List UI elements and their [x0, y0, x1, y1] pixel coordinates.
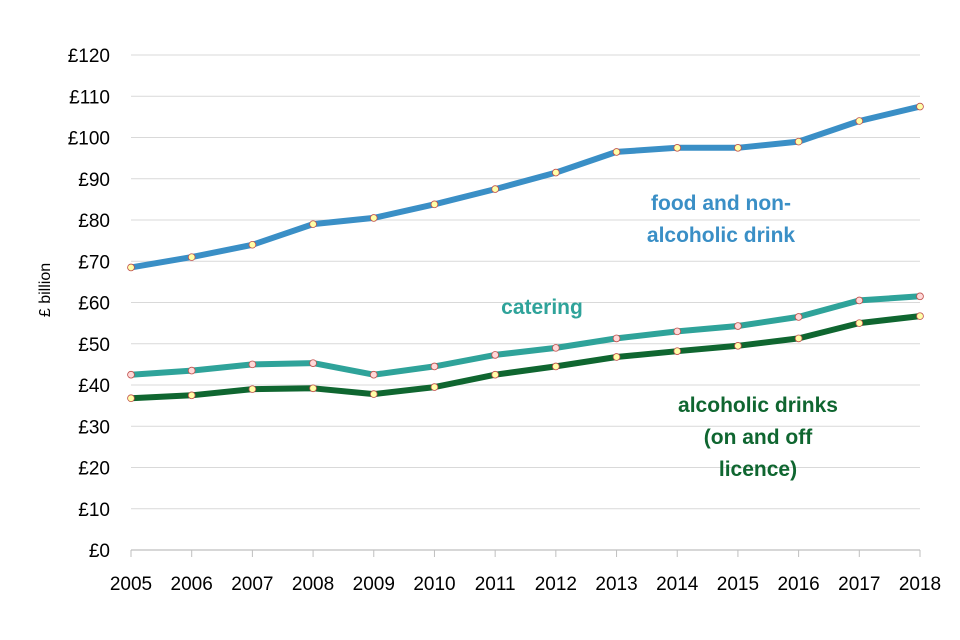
x-tick-label: 2014 [656, 574, 699, 595]
series-1 [127, 102, 924, 272]
series-label: food and non-alcoholic drink [647, 192, 796, 247]
series-label-line: licence) [719, 458, 797, 481]
x-tick-label: 2010 [413, 574, 455, 595]
series-label-line: food and non- [651, 192, 791, 215]
y-tick-label: £30 [78, 417, 110, 438]
x-tick-label: 2011 [475, 574, 516, 595]
y-tick-label: £90 [78, 170, 110, 191]
x-tick-label: 2017 [838, 574, 880, 595]
series-label-line: alcoholic drink [647, 224, 796, 247]
data-point [369, 390, 378, 398]
y-tick-label: £80 [78, 211, 110, 232]
x-tick-label: 2005 [110, 574, 152, 595]
x-tick-label: 2015 [717, 574, 759, 595]
series-line [128, 313, 923, 402]
data-point [187, 253, 196, 261]
data-point [127, 263, 135, 272]
series-labels: food and non-alcoholic drink catering alco… [501, 192, 838, 481]
data-point [369, 370, 378, 379]
series-label: catering [501, 296, 583, 319]
data-point [734, 322, 742, 330]
series-group [127, 102, 924, 403]
data-point [491, 185, 499, 193]
x-tick-label: 2007 [231, 574, 273, 595]
data-point [916, 292, 924, 301]
series-line [128, 103, 923, 271]
y-tick-label: £10 [78, 500, 110, 521]
y-tick-label: £60 [78, 294, 110, 315]
data-point [552, 362, 560, 371]
data-point [612, 148, 621, 156]
data-point [187, 391, 196, 400]
series-2 [127, 292, 924, 379]
data-point [248, 360, 257, 369]
data-point [248, 240, 257, 249]
series-line [128, 293, 923, 378]
data-point [612, 334, 621, 343]
data-point [673, 327, 682, 336]
data-point [794, 334, 803, 343]
series-label-line: (on and off [704, 426, 813, 449]
y-tick-label: £70 [78, 252, 110, 273]
data-point [673, 144, 682, 152]
data-point [430, 362, 439, 371]
y-tick-label: £40 [78, 376, 110, 397]
data-point [734, 342, 742, 350]
data-point [491, 370, 499, 379]
data-point [309, 384, 317, 393]
data-point [612, 353, 621, 361]
y-axis: £0 £10 £20 £30 £40 £50 £60 £70 £80 £90 £100 £110 £12… [68, 46, 110, 562]
x-tick-label: 2013 [595, 574, 637, 595]
y-tick-label: £110 [69, 87, 110, 108]
data-point [430, 200, 439, 209]
data-point [248, 385, 257, 393]
x-tick-label: 2006 [171, 574, 213, 595]
data-point [916, 312, 924, 320]
series-label-line: catering [501, 296, 583, 319]
data-point [734, 144, 742, 152]
y-tick-label: £120 [68, 46, 110, 67]
series-label: alcoholic drinks (on and off licence) [678, 394, 838, 481]
y-tick-label: £0 [89, 541, 110, 562]
data-point [855, 117, 864, 125]
x-tick-label: 2012 [535, 574, 577, 595]
data-point [127, 370, 135, 379]
data-point [855, 319, 864, 327]
data-point [794, 313, 803, 321]
data-point [673, 347, 682, 355]
data-point [187, 366, 196, 375]
x-tick-label: 2008 [292, 574, 334, 595]
y-axis-label: £ billion [37, 263, 54, 317]
data-point [916, 102, 924, 111]
data-point [794, 137, 803, 146]
y-tick-label: £100 [68, 129, 110, 150]
data-point [855, 296, 864, 305]
series-label-line: alcoholic drinks [678, 394, 838, 417]
data-point [430, 383, 439, 391]
data-point [309, 359, 317, 367]
data-point [309, 220, 317, 228]
data-point [491, 351, 499, 359]
x-axis: 2005 2006 2007 2008 2009 2010 2011 2012 2013 2014… [110, 549, 941, 595]
y-tick-label: £20 [78, 459, 110, 480]
data-point [552, 344, 560, 352]
data-point [369, 214, 378, 222]
x-tick-label: 2016 [777, 574, 819, 595]
x-tick-label: 2009 [353, 574, 395, 595]
data-point [127, 394, 135, 403]
y-tick-label: £50 [78, 335, 110, 356]
x-tick-label: 2018 [899, 574, 941, 595]
data-point [552, 168, 560, 177]
series-3 [127, 312, 924, 403]
